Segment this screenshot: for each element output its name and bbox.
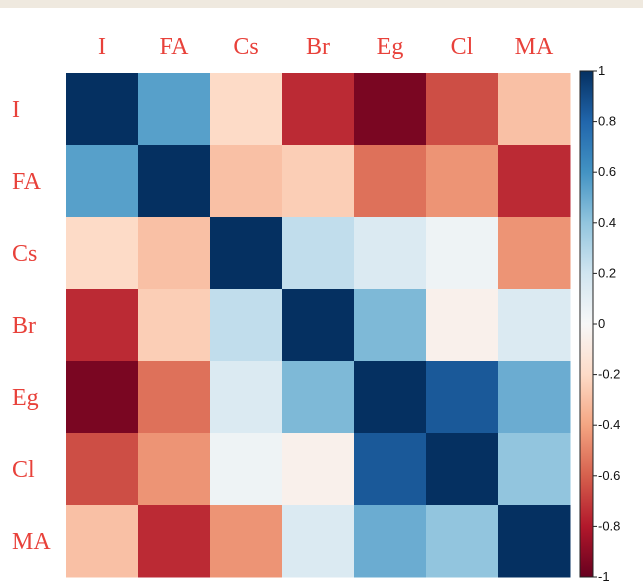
heatmap-cell-Cs-Cl <box>426 217 499 290</box>
colorbar-ticks: 1 0.8 0.6 0.4 0.2 0 -0.2 -0.4 -0.6 -0.8 -1 <box>593 63 620 581</box>
heatmap-cell-Cl-FA <box>138 433 211 506</box>
heatmap-cell-I-MA <box>498 73 571 146</box>
heatmap-cell-FA-Br <box>282 145 355 218</box>
row-label-MA: MA <box>12 529 51 555</box>
heatmap-cell-Cs-MA <box>498 217 571 290</box>
colorbar-tick-label: -0.6 <box>598 468 620 483</box>
column-label-FA: FA <box>160 34 190 60</box>
heatmap-cell-Br-Eg <box>354 289 427 362</box>
heatmap-cell-MA-Br <box>282 505 355 578</box>
heatmap-cell-Cl-Cl <box>426 433 499 506</box>
row-label-Eg: Eg <box>12 385 39 411</box>
heatmap-cell-Cs-Br <box>282 217 355 290</box>
heatmap-cell-Eg-FA <box>138 361 211 434</box>
heatmap-cell-MA-Cs <box>210 505 283 578</box>
heatmap-cell-MA-MA <box>498 505 571 578</box>
row-label-Br: Br <box>12 313 36 339</box>
heatmap-cell-Eg-MA <box>498 361 571 434</box>
heatmap-cell-MA-FA <box>138 505 211 578</box>
heatmap-cell-Cs-Cs <box>210 217 283 290</box>
heatmap-cell-Br-MA <box>498 289 571 362</box>
colorbar-tick-label: -1 <box>598 569 610 581</box>
colorbar-tick-label: -0.8 <box>598 518 620 533</box>
heatmap-cell-MA-I <box>66 505 139 578</box>
colorbar-tick-label: 0.8 <box>598 114 616 129</box>
column-label-Cs: Cs <box>233 34 258 60</box>
heatmap-cell-FA-Cl <box>426 145 499 218</box>
heatmap-cell-Br-I <box>66 289 139 362</box>
heatmap-cell-I-Cs <box>210 73 283 146</box>
heatmap-cell-Eg-Cl <box>426 361 499 434</box>
heatmap-cell-Cl-Br <box>282 433 355 506</box>
heatmap-cell-FA-MA <box>498 145 571 218</box>
heatmap-cell-Cl-MA <box>498 433 571 506</box>
heatmap-cell-Cs-FA <box>138 217 211 290</box>
heatmap-cell-Eg-Br <box>282 361 355 434</box>
column-label-Br: Br <box>306 34 330 60</box>
colorbar-tick-label: 0 <box>598 316 605 331</box>
column-label-MA: MA <box>515 34 554 60</box>
row-label-Cl: Cl <box>12 457 35 483</box>
row-label-Cs: Cs <box>12 241 37 267</box>
column-label-I: I <box>98 34 106 60</box>
heatmap-cell-FA-I <box>66 145 139 218</box>
colorbar-tick-label: 1 <box>598 63 605 78</box>
top-border-band <box>0 0 643 8</box>
row-label-I: I <box>12 97 20 123</box>
heatmap-cell-Eg-Cs <box>210 361 283 434</box>
heatmap-cell-FA-Eg <box>354 145 427 218</box>
heatmap-cell-Cs-Eg <box>354 217 427 290</box>
heatmap-cell-I-Eg <box>354 73 427 146</box>
heatmap-cell-I-FA <box>138 73 211 146</box>
colorbar-tick-label: 0.4 <box>598 215 616 230</box>
colorbar-tick-label: -0.4 <box>598 417 620 432</box>
heatmap-cell-MA-Cl <box>426 505 499 578</box>
column-label-Cl: Cl <box>451 34 474 60</box>
heatmap-cell-I-Br <box>282 73 355 146</box>
heatmap-cells <box>66 73 571 578</box>
heatmap-cell-Cl-I <box>66 433 139 506</box>
colorbar-tick-label: 0.6 <box>598 164 616 179</box>
colorbar <box>579 70 594 578</box>
heatmap-cell-FA-FA <box>138 145 211 218</box>
heatmap-cell-I-Cl <box>426 73 499 146</box>
heatmap-cell-Cl-Eg <box>354 433 427 506</box>
heatmap-cell-Br-Cl <box>426 289 499 362</box>
heatmap-cell-Cl-Cs <box>210 433 283 506</box>
heatmap-cell-FA-Cs <box>210 145 283 218</box>
heatmap-cell-Br-FA <box>138 289 211 362</box>
colorbar-tick-label: -0.2 <box>598 367 620 382</box>
heatmap-cell-Eg-I <box>66 361 139 434</box>
heatmap-cell-Br-Cs <box>210 289 283 362</box>
heatmap-cell-MA-Eg <box>354 505 427 578</box>
heatmap-cell-Cs-I <box>66 217 139 290</box>
colorbar-tick-label: 0.2 <box>598 265 616 280</box>
row-label-FA: FA <box>12 169 42 195</box>
heatmap-cell-I-I <box>66 73 139 146</box>
heatmap-cell-Br-Br <box>282 289 355 362</box>
heatmap-cell-Eg-Eg <box>354 361 427 434</box>
row-labels: I FA Cs Br Eg Cl MA <box>12 97 51 555</box>
column-labels: I FA Cs Br Eg Cl MA <box>98 34 554 60</box>
column-label-Eg: Eg <box>377 34 404 60</box>
